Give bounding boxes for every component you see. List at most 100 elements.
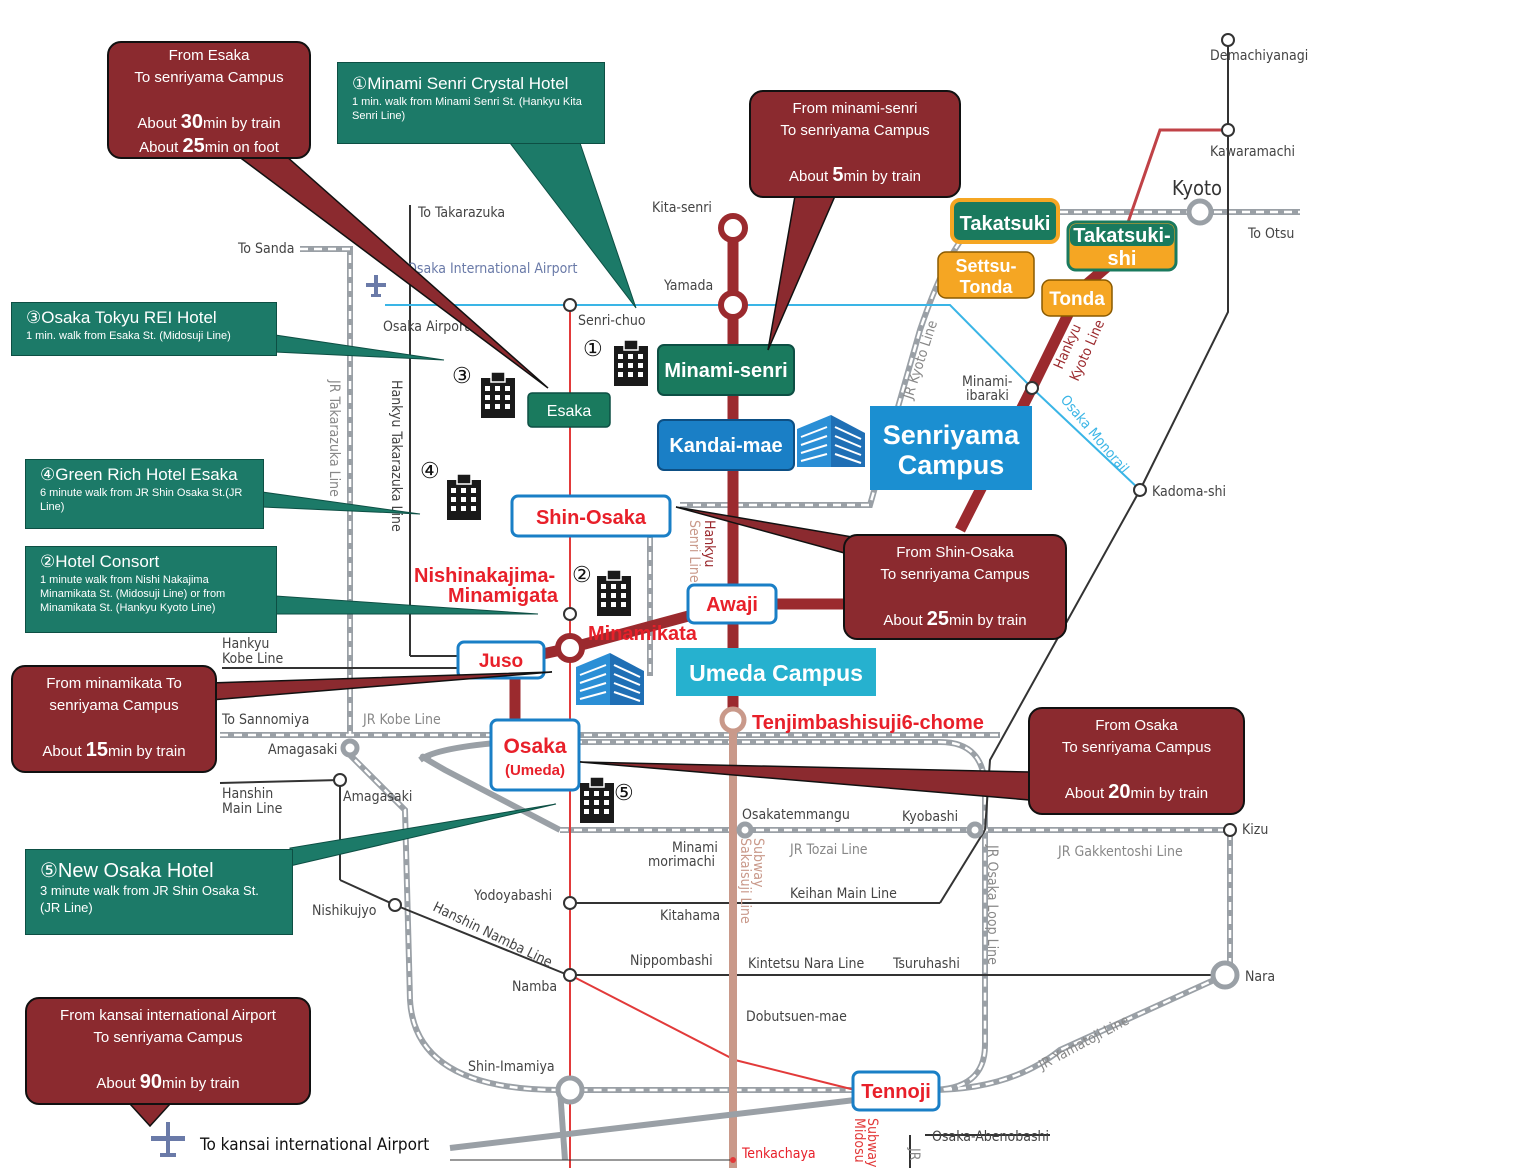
svg-text:Esaka: Esaka [547, 403, 592, 420]
station-nippombashi: Nippombashi [630, 953, 713, 969]
hotel-4-desc: 6 minute walk from JR Shin Osaka St.(JR … [40, 487, 243, 513]
label-hankyu-senri-line-1: Hankyu [701, 520, 717, 567]
label-to-takarazuka: To Takarazuka [417, 205, 505, 221]
label-jr-gakkentoshi-line: JR Gakkentoshi Line [1057, 844, 1183, 860]
station-tenkachaya: Tenkachaya [741, 1146, 816, 1162]
badge-kandai-mae[interactable]: Kandai-mae [657, 419, 795, 471]
hotel-building-icon-1 [613, 339, 649, 387]
badge-shin-osaka[interactable]: Shin-Osaka [510, 494, 672, 538]
hotel-marker-5: ⑤ [614, 780, 634, 805]
tenkachaya-marker [730, 1157, 736, 1163]
svg-text:shi: shi [1108, 248, 1137, 270]
hotel-building-icon-2 [596, 569, 632, 617]
badge-osaka-umeda[interactable]: Osaka (Umeda) [489, 718, 581, 792]
hotel-callout-5: ⑤New Osaka Hotel 3 minute walk from JR S… [25, 849, 293, 935]
hotel-building-icon-5 [579, 776, 615, 824]
svg-text:Tennoji: Tennoji [861, 1081, 931, 1103]
badge-settsu-tonda[interactable]: Settsu- Tonda [937, 251, 1035, 299]
station-nishinakajima-2: Minamigata [448, 585, 559, 607]
hotel-marker-4: ④ [420, 458, 440, 483]
badge-juso[interactable]: Juso [456, 640, 546, 680]
station-kita-senri: Kita-senri [652, 200, 712, 216]
svg-text:Tonda: Tonda [1049, 289, 1105, 310]
callout-shin-osaka-time: About 25min by train [883, 608, 1027, 630]
svg-text:Campus: Campus [898, 450, 1005, 480]
airport-line [449, 1097, 856, 1151]
callout-shin-osaka-line1: From Shin-Osaka [896, 544, 1014, 561]
station-shin-imamiya: Shin-Imamiya [468, 1059, 555, 1075]
svg-text:Senriyama: Senriyama [883, 420, 1021, 450]
hotel-5-desc: 3 minute walk from JR Shin Osaka St. (JR… [40, 883, 259, 915]
callout-minami-senri-time: About 5min by train [788, 164, 922, 186]
hotel-4-title: ④Green Rich Hotel Esaka [40, 465, 238, 484]
station-amagasaki-hanshin: Amagasaki [343, 789, 412, 805]
callout-pointers-red [128, 155, 1031, 1128]
station-senri-chuo: Senri-chuo [578, 313, 646, 329]
hotel-2-desc: 1 minute walk from Nishi Nakajima Minami… [40, 574, 226, 614]
label-to-otsu: To Otsu [1247, 226, 1294, 242]
label-hankyu-kobe-line-1: Hankyu [222, 636, 269, 652]
label-to-sannomiya: To Sannomiya [221, 712, 309, 728]
callout-kansai-line2: To senriyama Campus [93, 1029, 243, 1046]
label-jr-kobe-line: JR Kobe Line [362, 712, 441, 728]
svg-text:Osaka: Osaka [503, 735, 566, 758]
label-subway-midosuji-2: Midosu [851, 1118, 867, 1163]
svg-text:Tonda: Tonda [960, 277, 1014, 297]
station-minami-ibaraki-1: Minami- [962, 374, 1012, 390]
badge-takatsuki-shi[interactable]: Takatsuki- shi [1066, 220, 1178, 272]
airplane-icon-kansai [151, 1122, 185, 1157]
badge-tonda[interactable]: Tonda [1041, 279, 1113, 317]
tenjimbashisuji-marker [719, 706, 747, 734]
station-kyoto: Kyoto [1172, 176, 1222, 200]
badge-takatsuki[interactable]: Takatsuki [950, 198, 1060, 244]
station-minami-ibaraki-2: ibaraki [966, 388, 1009, 404]
senriyama-campus-badge[interactable]: Senriyama Campus [870, 406, 1032, 490]
station-nishinakajima-1: Nishinakajima- [414, 565, 555, 587]
svg-text:Juso: Juso [479, 651, 523, 672]
callout-osaka-line2: To senriyama Campus [1061, 739, 1212, 756]
station-kyobashi: Kyobashi [902, 809, 958, 825]
hotel-1-title: ①Minami Senri Crystal Hotel [352, 74, 569, 93]
label-hanshin-namba-line: Hanshin Namba Line [430, 899, 555, 971]
label-jr-tozai-line: JR Tozai Line [789, 842, 868, 858]
label-jr-osaka-loop-line: JR Osaka Loop Line [984, 844, 1000, 965]
badge-esaka[interactable]: Esaka [527, 392, 611, 428]
hotel-3-title: ③Osaka Tokyu REI Hotel [26, 308, 217, 327]
station-minami-morimachi-2: morimachi [648, 854, 715, 870]
callout-esaka-time1: About 30min by train [137, 111, 281, 133]
label-to-kansai-airport: To kansai international Airport [199, 1135, 429, 1155]
callout-minami-senri-line1: From minami-senri [792, 100, 918, 117]
svg-text:Settsu-: Settsu- [955, 256, 1016, 276]
callout-osaka-time: About 20min by train [1064, 781, 1209, 803]
callout-minami-senri-line2: To senriyama Campus [780, 122, 930, 139]
callout-osaka-line1: From Osaka [1095, 717, 1178, 734]
badge-minami-senri[interactable]: Minami-senri [657, 344, 795, 396]
hotel-5-title: ⑤New Osaka Hotel [40, 860, 214, 882]
umeda-campus-badge[interactable]: Umeda Campus [676, 648, 876, 696]
station-minamikata: Minamikata [588, 623, 698, 645]
station-tenjimbashisuji: Tenjimbashisuji6-chome [752, 712, 984, 734]
station-markers-red [555, 213, 748, 663]
monorail-line [385, 304, 1141, 491]
label-hankyu-kobe-line-2: Kobe Line [222, 651, 284, 667]
station-nishikujyo: Nishikujyo [312, 903, 377, 919]
hotel-2-title: ②Hotel Consort [40, 552, 160, 571]
svg-text:Awaji: Awaji [706, 594, 758, 616]
label-hankyu-senri-line-2: Senri Line [686, 520, 702, 583]
hotel-building-icon-4 [446, 473, 482, 521]
callout-minamikata-line1: From minamikata To [46, 675, 182, 692]
station-kadoma-shi: Kadoma-shi [1152, 484, 1226, 500]
badge-tennoji[interactable]: Tennoji [851, 1070, 941, 1112]
label-jr-bottom: JR [906, 1147, 922, 1161]
station-nara: Nara [1245, 969, 1275, 985]
label-subway-sakaisuji-2: Sakaisuji Line [737, 838, 753, 924]
airplane-icon [366, 275, 386, 297]
callout-esaka-line2: To senriyama Campus [134, 69, 284, 86]
svg-text:(Umeda): (Umeda) [505, 762, 565, 779]
label-hankyu-takarazuka-line: Hankyu Takarazuka Line [388, 380, 404, 532]
station-osaka-airport: Osaka Airport [383, 319, 469, 335]
hotel-marker-3: ③ [452, 363, 472, 388]
callout-from-esaka: From Esaka To senriyama Campus About 30m… [107, 41, 311, 159]
badge-awaji[interactable]: Awaji [686, 583, 778, 625]
